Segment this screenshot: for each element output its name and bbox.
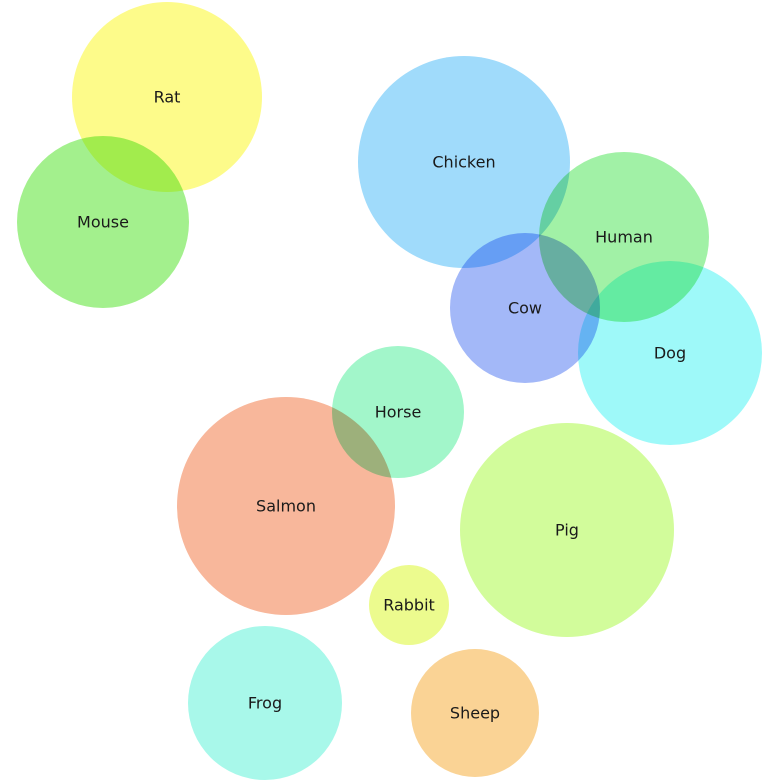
bubble-label-salmon: Salmon	[256, 497, 316, 516]
bubble-label-chicken: Chicken	[432, 153, 495, 172]
bubble-salmon: Salmon	[177, 397, 395, 615]
bubble-cow: Cow	[450, 233, 600, 383]
bubble-label-frog: Frog	[248, 694, 282, 713]
bubble-rabbit: Rabbit	[369, 565, 449, 645]
bubble-frog: Frog	[188, 626, 342, 780]
bubble-circle-dog	[578, 261, 762, 445]
bubble-circle-rabbit	[369, 565, 449, 645]
bubble-circle-cow	[450, 233, 600, 383]
bubble-chicken: Chicken	[358, 56, 570, 268]
bubble-sheep: Sheep	[411, 649, 539, 777]
bubble-label-rabbit: Rabbit	[383, 596, 435, 615]
bubble-circle-frog	[188, 626, 342, 780]
bubble-circle-pig	[460, 423, 674, 637]
bubble-circle-salmon	[177, 397, 395, 615]
bubble-circle-mouse	[17, 136, 189, 308]
bubble-label-sheep: Sheep	[450, 704, 500, 723]
bubble-label-dog: Dog	[654, 344, 686, 363]
bubble-pig: Pig	[460, 423, 674, 637]
bubble-label-rat: Rat	[154, 88, 181, 107]
bubble-dog: Dog	[578, 261, 762, 445]
bubble-circle-sheep	[411, 649, 539, 777]
bubble-circle-chicken	[358, 56, 570, 268]
bubble-label-human: Human	[595, 228, 653, 247]
bubble-label-pig: Pig	[555, 521, 579, 540]
bubble-label-horse: Horse	[375, 403, 422, 422]
bubble-label-mouse: Mouse	[77, 213, 129, 232]
bubble-mouse: Mouse	[17, 136, 189, 308]
bubble-label-cow: Cow	[508, 299, 542, 318]
